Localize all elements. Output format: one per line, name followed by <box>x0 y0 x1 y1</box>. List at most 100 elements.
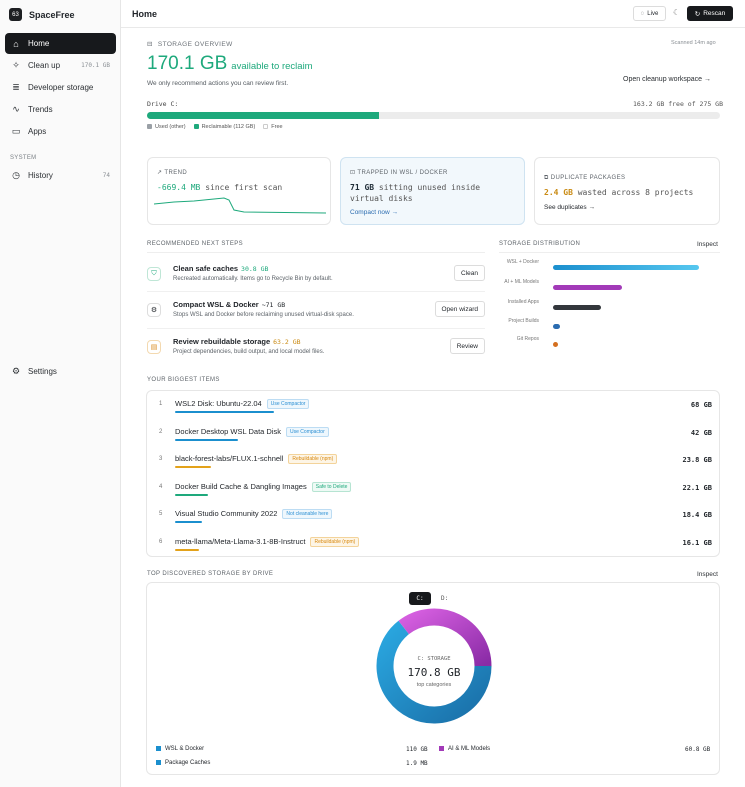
scanned-time: Scanned 14m ago <box>671 40 716 46</box>
item-size-bar <box>175 411 274 413</box>
arrow-right-icon: → <box>704 76 711 83</box>
item-name: black-forest-labs/FLUX.1-schnell Rebuilda… <box>175 454 337 464</box>
sidebar-item-count: 74 <box>103 172 110 179</box>
settings-nav: ⚙ Settings <box>5 361 116 383</box>
drive-legend: Used (other) Reclaimable (112 GB) Free <box>147 124 283 130</box>
distribution-bar <box>553 265 699 270</box>
clock-icon: ◷ <box>11 170 21 181</box>
app-name: SpaceFree <box>29 10 75 20</box>
tab-drive-c[interactable]: C: <box>409 592 431 605</box>
distribution-label: Installed Apps <box>499 300 539 306</box>
top-bar: Home ◌ Live ☾ ↻ Rescan <box>121 0 745 28</box>
drive-card: C: D: C: STORAGE 170.8 GB top categories… <box>146 582 720 775</box>
item-badge: Rebuildable (npm) <box>288 454 337 464</box>
step-compact-wsl: ⚙ Compact WSL & Docker ~71 GB Stops WSL a… <box>147 297 485 332</box>
biggest-item-row[interactable]: 5 Visual Studio Community 2022 Not cleanab… <box>147 502 721 529</box>
copy-icon: ⧉ <box>544 175 551 181</box>
sidebar-item-clean-up[interactable]: ✧ Clean up 170.1 GB <box>5 55 116 76</box>
storage-overview-text: STORAGE OVERVIEW <box>158 41 233 48</box>
distribution-label: WSL + Docker <box>499 260 539 266</box>
sidebar-item-trends[interactable]: ∿ Trends <box>5 99 116 120</box>
item-badge: Use Compactor <box>286 427 329 437</box>
sidebar-item-label: Clean up <box>28 61 60 70</box>
item-index: 3 <box>159 456 162 462</box>
drive-label: Drive C: <box>147 100 178 108</box>
sidebar-item-label: Trends <box>28 105 53 114</box>
distribution-row[interactable]: WSL + Docker <box>499 260 721 276</box>
open-wizard-button[interactable]: Open wizard <box>435 301 486 317</box>
trend-value: -669.4 MB <box>157 183 200 192</box>
sidebar-item-history[interactable]: ◷ History 74 <box>5 165 116 186</box>
distribution-row[interactable]: AI + ML Models <box>499 280 721 296</box>
database-icon: ≣ <box>11 82 21 93</box>
distribution-row[interactable]: Installed Apps <box>499 300 721 316</box>
biggest-item-row[interactable]: 1 WSL2 Disk: Ubuntu-22.04 Use Compactor 68 … <box>147 392 721 419</box>
legend-reclaimable: Reclaimable (112 GB) <box>194 124 256 130</box>
reclaim-headline: 170.1 GB available to reclaim <box>147 53 313 75</box>
refresh-icon: ↻ <box>695 10 700 18</box>
sidebar-item-label: Apps <box>28 127 46 136</box>
monitor-icon: ▭ <box>11 126 21 137</box>
trend-card-value: -669.4 MB since first scan <box>157 182 282 193</box>
storage-distribution-title: STORAGE DISTRIBUTION <box>499 241 580 247</box>
duplicate-packages-card[interactable]: ⧉ DUPLICATE PACKAGES 2.4 GB wasted acros… <box>534 157 720 225</box>
system-nav: ◷ History 74 <box>5 165 116 187</box>
dup-text: wasted across 8 projects <box>578 188 694 197</box>
gear-icon: ⚙ <box>11 366 21 377</box>
compact-now-link[interactable]: Compact now → <box>350 209 398 216</box>
drive-legend-pkg: Package Caches <box>156 760 210 766</box>
inspect-drives-link[interactable]: Inspect <box>697 571 718 578</box>
biggest-item-row[interactable]: 2 Docker Desktop WSL Data Disk Use Compact… <box>147 420 721 447</box>
clean-button[interactable]: Clean <box>454 265 485 281</box>
main-nav: ⌂ Home ✧ Clean up 170.1 GB ≣ Developer s… <box>5 33 116 143</box>
live-button[interactable]: ◌ Live <box>633 6 666 21</box>
shield-icon: ⛉ <box>147 267 161 281</box>
biggest-item-row[interactable]: 3 black-forest-labs/FLUX.1-schnell Rebuild… <box>147 447 721 474</box>
item-name: Docker Build Cache & Dangling Images Safe… <box>175 482 351 492</box>
item-index: 6 <box>159 539 162 545</box>
biggest-item-row[interactable]: 6 meta-llama/Meta-Llama-3.1-8B-Instruct Re… <box>147 530 721 557</box>
trend-card[interactable]: ↗ TREND -669.4 MB since first scan <box>147 157 331 225</box>
sidebar-item-settings[interactable]: ⚙ Settings <box>5 361 116 382</box>
page-title: Home <box>132 9 157 19</box>
drive-icon: ⊟ <box>147 40 153 48</box>
item-size: 18.4 GB <box>682 511 712 519</box>
sidebar: 63 SpaceFree ⌂ Home ✧ Clean up 170.1 GB … <box>0 0 121 787</box>
biggest-items-title: YOUR BIGGEST ITEMS <box>147 377 220 383</box>
item-badge: Not cleanable here <box>282 509 332 519</box>
box-icon: ▤ <box>147 340 161 354</box>
open-cleanup-workspace-label: Open cleanup workspace <box>623 76 702 83</box>
see-duplicates-link[interactable]: See duplicates → <box>544 204 595 211</box>
biggest-item-row[interactable]: 4 Docker Build Cache & Dangling Images Saf… <box>147 475 721 502</box>
sidebar-item-apps[interactable]: ▭ Apps <box>5 121 116 142</box>
wsl-value: 71 GB <box>350 183 374 192</box>
step-title: Compact WSL & Docker ~71 GB <box>173 300 285 309</box>
item-index: 4 <box>159 484 162 490</box>
open-cleanup-workspace-link[interactable]: Open cleanup workspace → <box>623 76 711 83</box>
step-title: Clean safe caches 30.8 GB <box>173 264 268 273</box>
sidebar-item-label: Home <box>28 39 49 48</box>
review-button[interactable]: Review <box>450 338 485 354</box>
overview-subtitle: We only recommend actions you can review… <box>147 80 288 87</box>
tab-drive-d[interactable]: D: <box>441 595 448 602</box>
step-desc: Recreated automatically. Items go to Rec… <box>173 276 333 282</box>
sidebar-item-home[interactable]: ⌂ Home <box>5 33 116 54</box>
wsl-docker-card[interactable]: ⊡ TRAPPED IN WSL / DOCKER 71 GB sitting … <box>340 157 525 225</box>
item-size: 23.8 GB <box>682 456 712 464</box>
sparkle-icon: ✧ <box>11 60 21 71</box>
rescan-button[interactable]: ↻ Rescan <box>687 6 733 21</box>
live-label: Live <box>647 11 658 17</box>
main-content: ⊟ STORAGE OVERVIEW Scanned 14m ago 170.1… <box>121 28 745 787</box>
sidebar-item-developer-storage[interactable]: ≣ Developer storage <box>5 77 116 98</box>
distribution-row[interactable]: Git Repos <box>499 337 721 353</box>
theme-toggle-moon-icon[interactable]: ☾ <box>673 8 680 17</box>
wsl-card-label: ⊡ TRAPPED IN WSL / DOCKER <box>350 169 448 176</box>
item-size-bar <box>175 494 208 496</box>
sidebar-item-label: Settings <box>28 367 57 376</box>
item-index: 2 <box>159 429 162 435</box>
distribution-row[interactable]: Project Builds <box>499 319 721 335</box>
settings-cog-icon: ⚙ <box>147 303 161 317</box>
storage-overview-label: ⊟ STORAGE OVERVIEW <box>147 40 233 48</box>
item-name: Visual Studio Community 2022 Not cleanabl… <box>175 509 332 519</box>
inspect-distribution-link[interactable]: Inspect <box>697 241 718 248</box>
